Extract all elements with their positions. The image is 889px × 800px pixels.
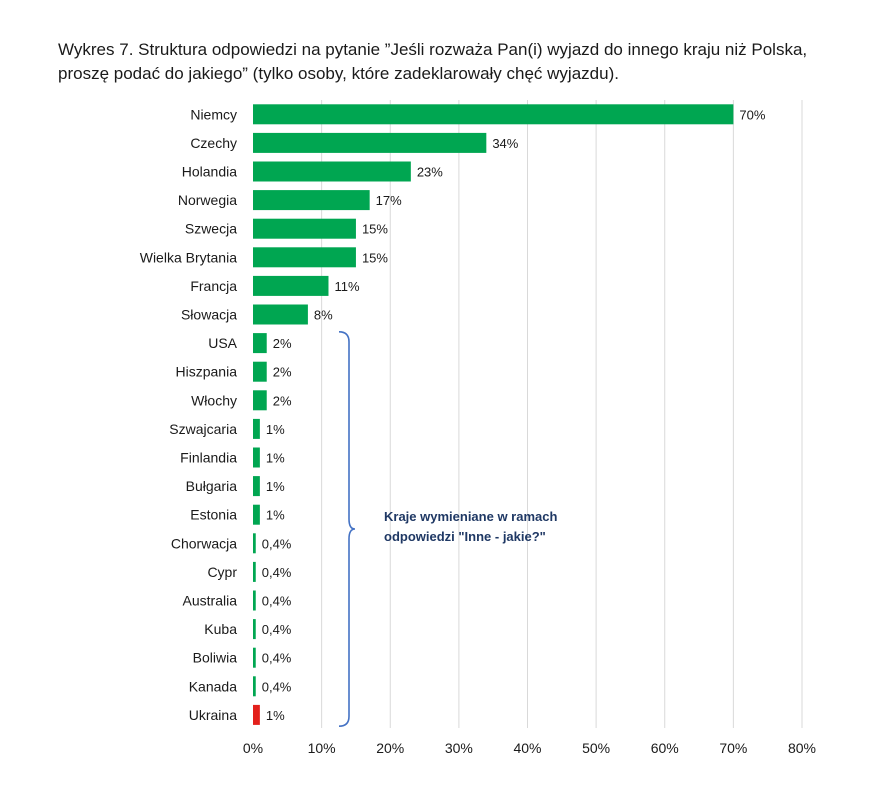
value-label: 23% [417,165,443,180]
value-label: 15% [362,250,388,265]
value-label: 34% [492,136,518,151]
bar [253,104,734,125]
value-label: 17% [376,193,402,208]
bar [253,304,308,325]
category-label: Szwecja [185,221,237,237]
bracket-annotation: Kraje wymieniane w ramach odpowiedzi "Inn… [338,331,557,727]
bar [253,590,256,611]
value-label: 15% [362,222,388,237]
x-tick-label: 80% [788,740,816,756]
category-label: Boliwia [193,650,238,666]
category-label: Holandia [182,164,237,180]
bar [253,247,356,268]
bar [253,418,260,439]
bar [253,447,260,468]
x-tick-label: 50% [582,740,610,756]
category-label: Słowacja [181,307,237,323]
bars [253,104,734,725]
category-label: Ukraina [189,707,237,723]
bar [253,704,260,725]
x-tick-label: 0% [243,740,263,756]
value-label: 0,4% [262,679,292,694]
annotation-line-1: Kraje wymieniane w ramach [384,509,557,524]
value-label: 1% [266,708,285,723]
category-label: Szwajcaria [169,421,237,437]
value-label: 0,4% [262,594,292,609]
bar [253,132,487,153]
category-label: Francja [190,278,237,294]
category-label: Hiszpania [176,364,238,380]
category-label: Norwegia [178,192,237,208]
bar [253,161,411,182]
category-label: Bułgaria [186,478,238,494]
category-label: Cypr [207,564,237,580]
curly-bracket [338,331,356,727]
value-label: 0,4% [262,565,292,580]
bar [253,333,267,354]
x-tick-label: 60% [651,740,679,756]
category-label: Kanada [189,678,237,694]
bar [253,561,256,582]
value-label: 2% [273,336,292,351]
bar [253,476,260,497]
gridlines [321,100,803,728]
category-label: Australia [183,593,238,609]
chart-title: Wykres 7. Struktura odpowiedzi na pytani… [58,40,808,83]
bar [253,190,370,211]
category-label: Czechy [190,135,237,151]
value-label: 1% [266,422,285,437]
labels: 0% 10% 20% 30% 40% 50% 60% 70% 80% Niemcy 70% Czech… [140,106,816,756]
value-label: 11% [334,279,359,294]
value-label: 1% [266,451,285,466]
value-label: 0,4% [262,651,292,666]
category-label: Wielka Brytania [140,249,237,265]
annotation-line-2: odpowiedzi "Inne - jakie?" [384,529,546,544]
value-label: 8% [314,308,333,323]
x-tick-label: 30% [445,740,473,756]
bar [253,361,267,382]
value-label: 2% [273,393,292,408]
bar [253,275,329,296]
value-label: 2% [273,365,292,380]
bar [253,504,260,525]
x-tick-label: 70% [719,740,747,756]
bar [253,218,356,239]
category-label: Kuba [204,621,237,637]
category-label: Chorwacja [171,535,237,551]
bar [253,533,256,554]
category-label: Niemcy [190,106,237,122]
value-label: 1% [266,508,285,523]
bar [253,619,256,640]
x-tick-label: 20% [376,740,404,756]
x-tick-label: 40% [513,740,541,756]
value-label: 1% [266,479,285,494]
value-label: 70% [739,107,765,122]
category-label: Włochy [191,392,237,408]
category-label: USA [208,335,237,351]
category-label: Finlandia [180,450,237,466]
value-label: 0,4% [262,536,292,551]
x-tick-label: 10% [308,740,336,756]
bar [253,676,256,697]
bar [253,647,256,668]
value-label: 0,4% [262,622,292,637]
bar [253,390,267,411]
category-label: Estonia [190,507,237,523]
